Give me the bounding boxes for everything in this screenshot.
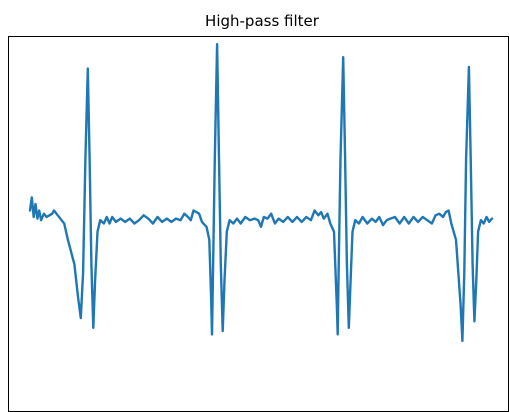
plot-area bbox=[28, 43, 494, 343]
chart-title: High-pass filter bbox=[205, 12, 320, 30]
signal-line-0 bbox=[28, 43, 494, 343]
